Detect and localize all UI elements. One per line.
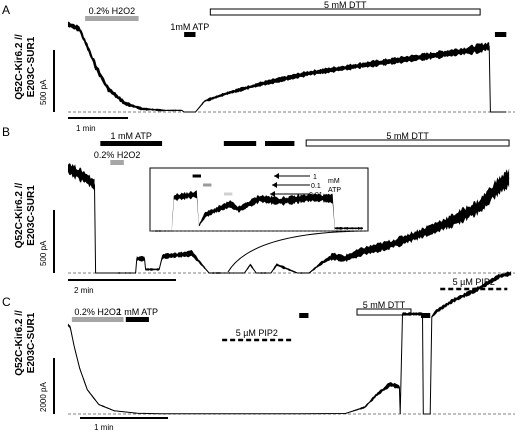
treatment-bar-black [184, 32, 196, 37]
treatment-bar-black [125, 317, 149, 322]
treatment-bar-gray [110, 160, 124, 165]
treatment-bar-black [494, 32, 507, 37]
treatment-label: 5 mM DTT [386, 131, 429, 141]
current-trace-a [67, 23, 507, 113]
treatment-bar-gray [71, 317, 124, 322]
legend-arrowhead-3 [270, 191, 275, 197]
legend-arrowhead-2 [272, 182, 277, 188]
time-scale-label-b: 2 min [74, 286, 94, 295]
treatment-label: 1 mM ATP [117, 307, 158, 317]
treatment-label: 0.2% H2O2 [94, 150, 141, 160]
current-noise-band-c [68, 271, 512, 414]
treatment-bar-black [299, 313, 309, 318]
y-axis-label-line-1: Q52C-Kir6.2 // [14, 182, 25, 248]
inset-atp-bar [223, 192, 233, 196]
current-scale-label-a: 500 pA [39, 79, 48, 105]
inset: 1 0.1 0.01 mM ATP [149, 167, 369, 273]
treatment-label: 0.2% H2O2 [89, 6, 136, 16]
treatment-label: 0.2% H2O2 [74, 307, 121, 317]
current-noise-band-a [68, 21, 507, 113]
legend-unit-atp: ATP [328, 187, 341, 194]
treatment-bar-black [265, 141, 295, 146]
current-trace-c [67, 272, 512, 415]
treatment-bar-open [209, 8, 481, 16]
inset-legend: 1 0.1 0.01 mM ATP [270, 173, 341, 199]
y-axis-label-line-1: Q52C-Kir6.2 // [14, 310, 25, 376]
legend-value-3: 0.01 [309, 192, 323, 199]
legend-unit-mm: mM [328, 178, 340, 185]
time-scale-label-a: 1 min [76, 124, 96, 133]
treatment-bar-black [420, 313, 431, 318]
treatment-label: 5 mM DTT [324, 0, 367, 10]
treatment-label: 5 µM PIP2 [236, 328, 278, 338]
legend-value-1: 1 [313, 174, 317, 181]
inset-atp-bars [192, 174, 233, 196]
treatment-bars-a: 0.2% H2O2 1mM ATP 5 mM DTT [85, 0, 507, 37]
panel-label-b: B [2, 125, 10, 139]
legend-value-2: 0.1 [311, 183, 321, 190]
time-scale-label-c: 1 min [94, 423, 114, 432]
treatment-bar-open [305, 139, 510, 147]
y-axis-label-line-2: E203C-SUR1 [26, 36, 37, 97]
current-scale-label-b: 500 pA [39, 240, 48, 266]
treatment-label: 1 mM ATP [111, 131, 152, 141]
inset-atp-bar [203, 183, 212, 187]
treatment-bars-b: 1 mM ATP 0.2% H2O2 5 mM DTT [94, 131, 510, 165]
legend-arrowhead-1 [274, 173, 279, 179]
inset-atp-bar [192, 174, 201, 178]
panel-label-c: C [2, 295, 11, 309]
treatment-label: 5 mM DTT [363, 300, 406, 310]
current-scale-label-c: 2000 pA [39, 382, 48, 412]
panel-b: B 1 mM ATP 0.2% H2O2 5 mM DTT 500 pA 2 min… [2, 125, 515, 295]
y-axis-label-line-2: E203C-SUR1 [26, 312, 37, 373]
treatment-bar-black [223, 141, 257, 146]
treatment-bar-open [356, 308, 412, 316]
treatment-bar-black [100, 141, 163, 146]
inset-connector [227, 230, 367, 273]
treatment-label: 5 µM PIP2 [453, 277, 495, 287]
panel-label-a: A [2, 3, 10, 17]
treatment-label: 1mM ATP [170, 22, 209, 32]
treatment-bar-gray [85, 16, 139, 21]
y-axis-label-line-1: Q52C-Kir6.2 // [14, 34, 25, 100]
inset-trace [155, 190, 363, 232]
panel-a: A 0.2% H2O2 1mM ATP 5 mM DTT 500 pA 1 min [2, 0, 515, 133]
y-axis-label-line-2: E203C-SUR1 [26, 185, 37, 246]
current-noise-band-b [68, 163, 510, 274]
